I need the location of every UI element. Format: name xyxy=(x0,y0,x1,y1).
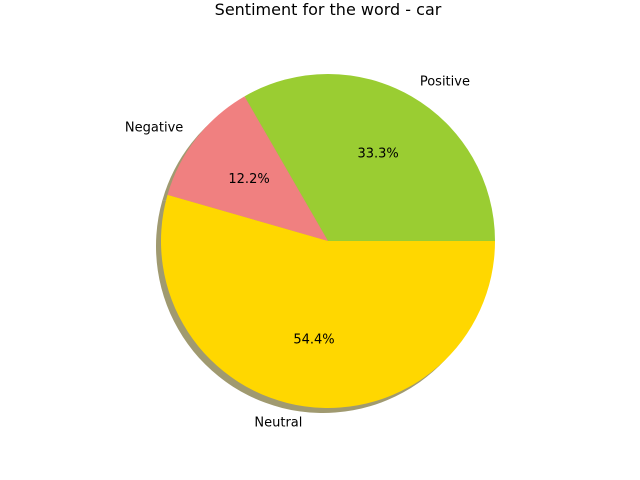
pie-slice-layer xyxy=(161,73,495,409)
pct-label-negative: 12.2% xyxy=(228,172,269,187)
chart-title: Sentiment for the word - car xyxy=(215,0,442,19)
pie-slice-neutral xyxy=(161,194,495,409)
pct-label-positive: 33.3% xyxy=(357,147,398,162)
slice-label-negative: Negative xyxy=(125,120,183,135)
pct-label-neutral: 54.4% xyxy=(293,333,334,348)
pie-slice-positive xyxy=(244,73,495,241)
slice-label-neutral: Neutral xyxy=(254,415,302,430)
slice-label-positive: Positive xyxy=(420,74,470,89)
pie-slice-negative xyxy=(167,96,328,242)
pie-label-layer: Positive 33.3% Negative 12.2% Neutral 54.4% xyxy=(125,74,470,430)
